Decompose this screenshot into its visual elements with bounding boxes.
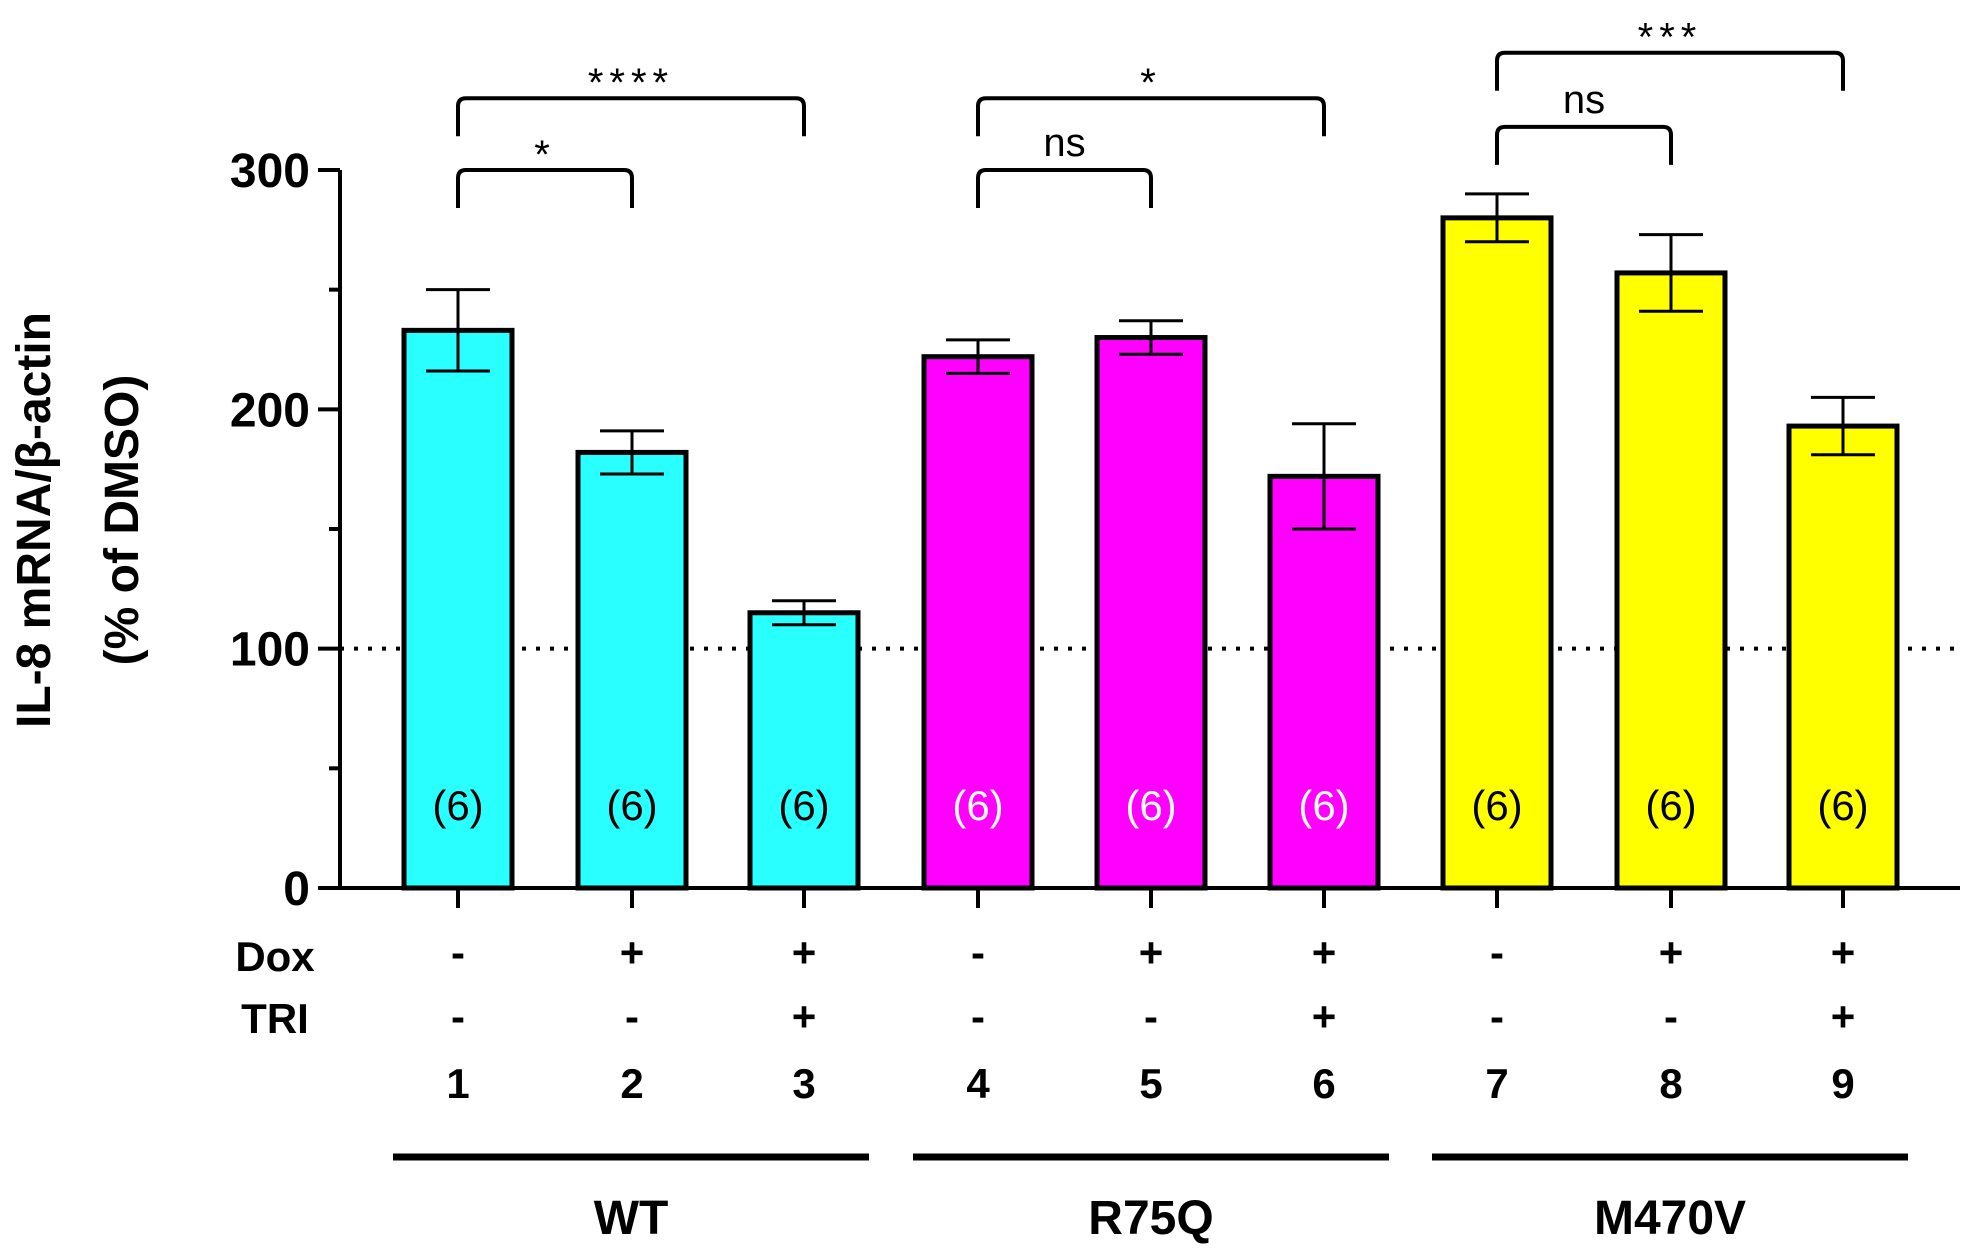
significance-brackets: *****ns* ns***	[456, 16, 1845, 208]
dox-sign: -	[451, 929, 465, 976]
significance-label: ***	[1638, 16, 1703, 60]
lane-number: 6	[1312, 1060, 1335, 1107]
tri-sign: -	[971, 993, 985, 1040]
group-label-m470v: M470V	[1594, 1192, 1746, 1245]
y-tick-label: 300	[230, 145, 310, 198]
sample-size-label: (6)	[432, 782, 483, 829]
sample-size-label: (6)	[1125, 782, 1176, 829]
significance-bracket	[1495, 124, 1673, 165]
condition-table: Dox TRI - - 1 + - 2 + +3 - - 4 + - 5 + +6 - - 7 + - 8 + +9	[235, 929, 1855, 1107]
error-bars	[426, 192, 1875, 627]
y-axis-title: IL-8 mRNA/β-actin (% of DMSO)	[8, 312, 149, 728]
bar-lane-6	[1267, 473, 1381, 891]
significance-bracket	[976, 168, 1153, 208]
tri-sign: +	[792, 993, 817, 1040]
dox-sign: +	[1831, 929, 1856, 976]
y-axis-title-line1: IL-8 mRNA/β-actin	[8, 312, 61, 728]
tri-sign: -	[1490, 993, 1504, 1040]
y-axis: 0 100 200 300	[230, 145, 342, 916]
sample-size-label: (6)	[952, 782, 1003, 829]
significance-label: *	[1140, 61, 1162, 105]
significance-bracket	[456, 96, 806, 137]
y-tick-label: 100	[230, 624, 310, 677]
sample-size-label: (6)	[1817, 782, 1868, 829]
tri-sign: -	[1144, 993, 1158, 1040]
bar-lane-7	[1440, 215, 1554, 891]
significance-label: *	[534, 133, 556, 177]
lane-number: 5	[1139, 1060, 1162, 1107]
group-label-r75q: R75Q	[1088, 1192, 1213, 1245]
dox-sign: -	[1490, 929, 1504, 976]
lane-number: 3	[792, 1060, 815, 1107]
significance-bracket	[1495, 50, 1845, 91]
significance-bracket	[976, 96, 1326, 137]
row-label-tri: TRI	[241, 995, 309, 1042]
tri-sign: +	[1312, 993, 1337, 1040]
sample-size-label: (6)	[606, 782, 657, 829]
bar-lane-3	[747, 610, 861, 891]
dox-sign: +	[1139, 929, 1164, 976]
significance-label: ns	[1563, 78, 1605, 122]
sample-size-label: (6)	[778, 782, 829, 829]
lane-number: 8	[1659, 1060, 1682, 1107]
tri-sign: -	[1664, 993, 1678, 1040]
x-axis	[338, 886, 1960, 908]
y-axis-title-line2: (% of DMSO)	[96, 375, 149, 666]
dox-sign: +	[792, 929, 817, 976]
tri-sign: -	[625, 993, 639, 1040]
row-label-dox: Dox	[235, 933, 315, 980]
significance-label: ****	[588, 61, 674, 105]
lane-number: 1	[446, 1060, 469, 1107]
lane-number: 4	[966, 1060, 990, 1107]
tri-sign: -	[451, 993, 465, 1040]
bar-lane-4	[921, 354, 1035, 891]
lane-number: 9	[1831, 1060, 1854, 1107]
sample-size-labels: (6) (6) (6) (6) (6) (6) (6) (6) (6)	[432, 782, 1868, 829]
y-tick-label: 0	[283, 863, 310, 916]
significance-bracket	[456, 168, 634, 208]
sample-size-label: (6)	[1645, 782, 1696, 829]
dox-sign: +	[1659, 929, 1684, 976]
tri-sign: +	[1831, 993, 1856, 1040]
group-label-wt: WT	[594, 1192, 669, 1245]
sample-size-label: (6)	[1471, 782, 1522, 829]
y-tick-label: 200	[230, 384, 310, 437]
group-labels: WT R75Q M470V	[393, 1153, 1908, 1245]
dox-sign: +	[620, 929, 645, 976]
lane-number: 2	[620, 1060, 643, 1107]
bar-lane-5	[1094, 335, 1208, 891]
dox-sign: -	[971, 929, 985, 976]
bar-lane-8	[1614, 270, 1728, 891]
sample-size-label: (6)	[1298, 782, 1349, 829]
dox-sign: +	[1312, 929, 1337, 976]
significance-label: ns	[1043, 121, 1085, 165]
lane-number: 7	[1485, 1060, 1508, 1107]
